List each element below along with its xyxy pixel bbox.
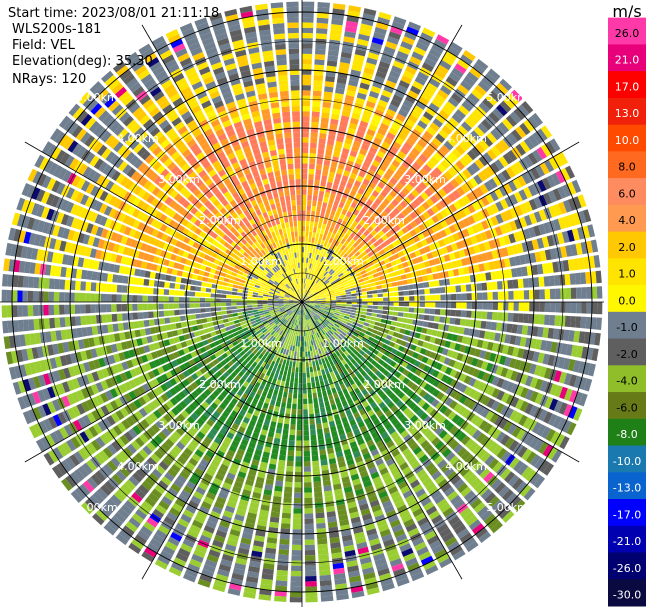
range-label: 5.00km bbox=[486, 91, 528, 104]
colorbar-tick-label: 2.0 bbox=[618, 241, 636, 254]
range-label: 3.00km bbox=[404, 419, 446, 432]
azimuth-line bbox=[141, 24, 303, 303]
colorbar-tick-label: -2.0 bbox=[616, 348, 637, 361]
colorbar-tick-label: -10.0 bbox=[613, 455, 641, 468]
range-label: 4.00km bbox=[445, 132, 487, 145]
colorbar-tick-label: 0.0 bbox=[618, 294, 636, 307]
range-label: 1.00km bbox=[240, 255, 282, 268]
range-label: 1.00km bbox=[240, 337, 282, 350]
azimuth-line bbox=[301, 301, 463, 580]
colorbar-tick-label: 1.0 bbox=[618, 268, 636, 281]
range-labels: 1.00km 1.00km 1.00km 1.00km 2.00km 2.00km 2.00… bbox=[76, 91, 528, 514]
colorbar-swatch bbox=[608, 204, 646, 233]
colorbar-tick-label: 26.0 bbox=[615, 27, 640, 40]
elevation-label: Elevation(deg): 35.30 bbox=[12, 54, 153, 69]
colorbar-swatch bbox=[608, 552, 646, 580]
colorbar-swatch bbox=[608, 97, 646, 126]
colorbar-swatch bbox=[608, 445, 646, 473]
colorbar-swatch bbox=[608, 311, 646, 340]
azimuth-line bbox=[24, 301, 303, 463]
azimuth-line bbox=[301, 24, 463, 303]
colorbar-swatch bbox=[608, 124, 646, 152]
colorbar-unit: m/s bbox=[612, 2, 641, 21]
velocity-gates bbox=[1, 1, 603, 603]
colorbar-swatch bbox=[608, 418, 646, 447]
colorbar-tick-label: 21.0 bbox=[615, 54, 640, 67]
azimuth-line bbox=[301, 301, 580, 463]
range-label: 4.00km bbox=[117, 460, 159, 473]
range-label: 2.00km bbox=[199, 214, 241, 227]
colorbar-swatch bbox=[608, 525, 646, 554]
azimuth-line bbox=[141, 301, 303, 580]
range-label: 3.00km bbox=[404, 173, 446, 186]
range-label: 2.00km bbox=[363, 214, 405, 227]
range-label: 2.00km bbox=[363, 378, 405, 391]
colorbar-tick-label: 6.0 bbox=[618, 187, 636, 200]
colorbar-tick-label: -30.0 bbox=[613, 589, 641, 602]
colorbar-tick-label: -17.0 bbox=[613, 508, 641, 521]
colorbar-swatch bbox=[608, 285, 646, 313]
azimuth-line bbox=[24, 141, 303, 303]
range-label: 4.00km bbox=[117, 132, 159, 145]
colorbar-tick-label: 4.0 bbox=[618, 214, 636, 227]
range-label: 2.00km bbox=[199, 378, 241, 391]
colorbar-swatch bbox=[608, 151, 646, 179]
range-label: 1.00km bbox=[322, 337, 364, 350]
start-time-label: Start time: 2023/08/01 21:11:18 bbox=[8, 6, 220, 21]
range-label: 5.00km bbox=[486, 501, 528, 514]
colorbar-swatch bbox=[608, 472, 646, 500]
colorbar-swatch bbox=[608, 579, 646, 607]
colorbar-swatch bbox=[608, 44, 646, 72]
colorbar-tick-label: -21.0 bbox=[613, 535, 641, 548]
range-label: 3.00km bbox=[158, 419, 200, 432]
colorbar-tick-label: 8.0 bbox=[618, 161, 636, 174]
colorbar-tick-label: -26.0 bbox=[613, 562, 641, 575]
colorbar-swatch bbox=[608, 338, 646, 366]
range-label: 1.00km bbox=[322, 255, 364, 268]
colorbar-tick-label: -8.0 bbox=[616, 428, 637, 441]
colorbar-swatch bbox=[608, 365, 646, 393]
range-label: 4.00km bbox=[445, 460, 487, 473]
colorbar-tick-label: 10.0 bbox=[615, 134, 640, 147]
range-label: 5.00km bbox=[76, 91, 118, 104]
range-label: 5.00km bbox=[76, 501, 118, 514]
colorbar-swatch bbox=[608, 17, 646, 45]
instrument-label: WLS200s-181 bbox=[12, 22, 102, 37]
azimuth-lines bbox=[0, 0, 604, 607]
velocity-ppi-plot: 1.00km 1.00km 1.00km 1.00km 2.00km 2.00km 2.00… bbox=[0, 0, 604, 607]
colorbar-tick-label: -6.0 bbox=[616, 401, 637, 414]
azimuth-line bbox=[301, 141, 580, 303]
colorbar-tick-label: -13.0 bbox=[613, 482, 641, 495]
colorbar-tick-label: -4.0 bbox=[616, 375, 637, 388]
colorbar-swatch bbox=[608, 258, 646, 286]
colorbar-tick-label: 13.0 bbox=[615, 107, 640, 120]
nrays-label: NRays: 120 bbox=[12, 72, 87, 87]
colorbar-tick-label: -1.0 bbox=[616, 321, 637, 334]
field-label: Field: VEL bbox=[12, 38, 75, 53]
colorbar-swatch bbox=[608, 71, 646, 99]
colorbar-swatch bbox=[608, 231, 646, 259]
colorbar-swatch bbox=[608, 392, 646, 420]
colorbar-swatch bbox=[608, 499, 646, 527]
range-label: 3.00km bbox=[158, 173, 200, 186]
colorbar-swatch bbox=[608, 178, 646, 206]
colorbar-tick-label: 17.0 bbox=[615, 80, 640, 93]
